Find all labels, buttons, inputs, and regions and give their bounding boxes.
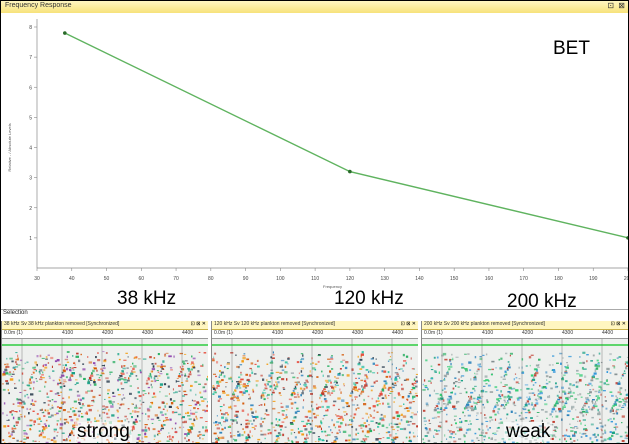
ruler-label: 4400 [602,330,614,336]
ruler-label: 0.0m (1) [214,330,233,336]
ruler-label: 0.0m (1) [4,330,23,336]
x-tick-label: 100 [276,276,285,282]
y-tick-label: 3 [29,176,32,182]
selection-label: Selection [3,310,28,316]
x-tick-label: 50 [104,276,110,282]
echogram-image [212,339,418,443]
y-tick-label: 8 [29,25,32,31]
ruler-label: 4300 [352,330,364,336]
x-tick-label: 60 [139,276,145,282]
panel-controls[interactable]: ⊡ ⊠ ✕ [190,321,206,327]
y-tick-label: 7 [29,55,32,61]
ruler-label: 4100 [482,330,494,336]
ruler-label: 4200 [522,330,534,336]
y-tick-label: 2 [29,206,32,212]
x-tick-label: 90 [243,276,249,282]
panel-header: 38 kHz Sv 38 kHz plankton removed [Synch… [2,321,208,330]
x-tick-label: 200 [624,276,628,282]
ruler-label: 4200 [102,330,114,336]
panel-ruler: 0.0m (1) 4100 4200 4300 4400 [212,330,418,339]
label-strong: strong [75,421,132,442]
ruler-label: 4300 [142,330,154,336]
label-200khz: 200 kHz [507,291,577,312]
y-tick-label: 5 [29,115,32,121]
panel-ruler: 0.0m (1) 4100 4200 4300 4400 [422,330,628,339]
ruler-label: 4100 [62,330,74,336]
frequency-chart-svg: 30 40 50 60 70 80 90 100 110 120 130 140 150 160 170 18… [7,19,628,289]
data-point [626,236,628,240]
x-tick-label: 190 [589,276,598,282]
ruler-label: 4200 [312,330,324,336]
y-axis-label: Relative - / Absolute Levels [7,123,12,171]
x-tick-label: 130 [380,276,389,282]
panel-ruler: 0.0m (1) 4100 4200 4300 4400 [2,330,208,339]
window-title: Frequency Response [5,2,72,9]
label-38khz: 38 kHz [117,288,177,309]
x-tick-label: 40 [69,276,75,282]
panel-title: 200 kHz Sv 200 kHz plankton removed [Syn… [424,321,545,327]
panel-controls[interactable]: ⊡ ⊠ ✕ [610,321,626,327]
x-tick-label: 180 [554,276,563,282]
panel-controls[interactable]: ⊡ ⊠ ✕ [400,321,416,327]
x-tick-label: 120 [346,276,355,282]
selection-bar: Selection [1,309,628,320]
echogram-image [2,339,208,443]
y-tick-label: 1 [29,236,32,242]
bet-label: BET [553,38,590,59]
ruler-label: 4400 [392,330,404,336]
y-tick-label: 6 [29,85,32,91]
x-tick-label: 160 [485,276,494,282]
label-120khz: 120 kHz [334,288,404,309]
echogram-panel-200khz[interactable]: 200 kHz Sv 200 kHz plankton removed [Syn… [421,321,628,443]
x-axis-label: Frequency [323,284,342,289]
x-tick-label: 110 [311,276,319,282]
ruler-label: 4300 [562,330,574,336]
panel-header: 200 kHz Sv 200 kHz plankton removed [Syn… [422,321,628,330]
panel-title: 38 kHz Sv 38 kHz plankton removed [Synch… [4,321,120,327]
x-tick-label: 30 [34,276,40,282]
panel-header: 120 kHz Sv 120 kHz plankton removed [Syn… [212,321,418,330]
x-tick-label: 140 [415,276,424,282]
data-point [63,31,67,35]
ruler-label: 0.0m (1) [424,330,443,336]
echogram-panel-120khz[interactable]: 120 kHz Sv 120 kHz plankton removed [Syn… [211,321,418,443]
x-tick-label: 170 [520,276,529,282]
ruler-label: 4400 [182,330,194,336]
panel-title: 120 kHz Sv 120 kHz plankton removed [Syn… [214,321,335,327]
frequency-plot: 30 40 50 60 70 80 90 100 110 120 130 140 150 160 170 18… [1,13,628,307]
series-line [64,32,628,239]
x-tick-label: 80 [208,276,214,282]
x-tick-label: 150 [450,276,459,282]
window-controls[interactable]: ⊡ ⊠ [607,1,626,10]
y-tick-label: 4 [29,146,32,152]
x-tick-label: 70 [173,276,179,282]
ruler-label: 4100 [272,330,284,336]
label-weak: weak [504,421,553,442]
data-point [348,169,352,174]
